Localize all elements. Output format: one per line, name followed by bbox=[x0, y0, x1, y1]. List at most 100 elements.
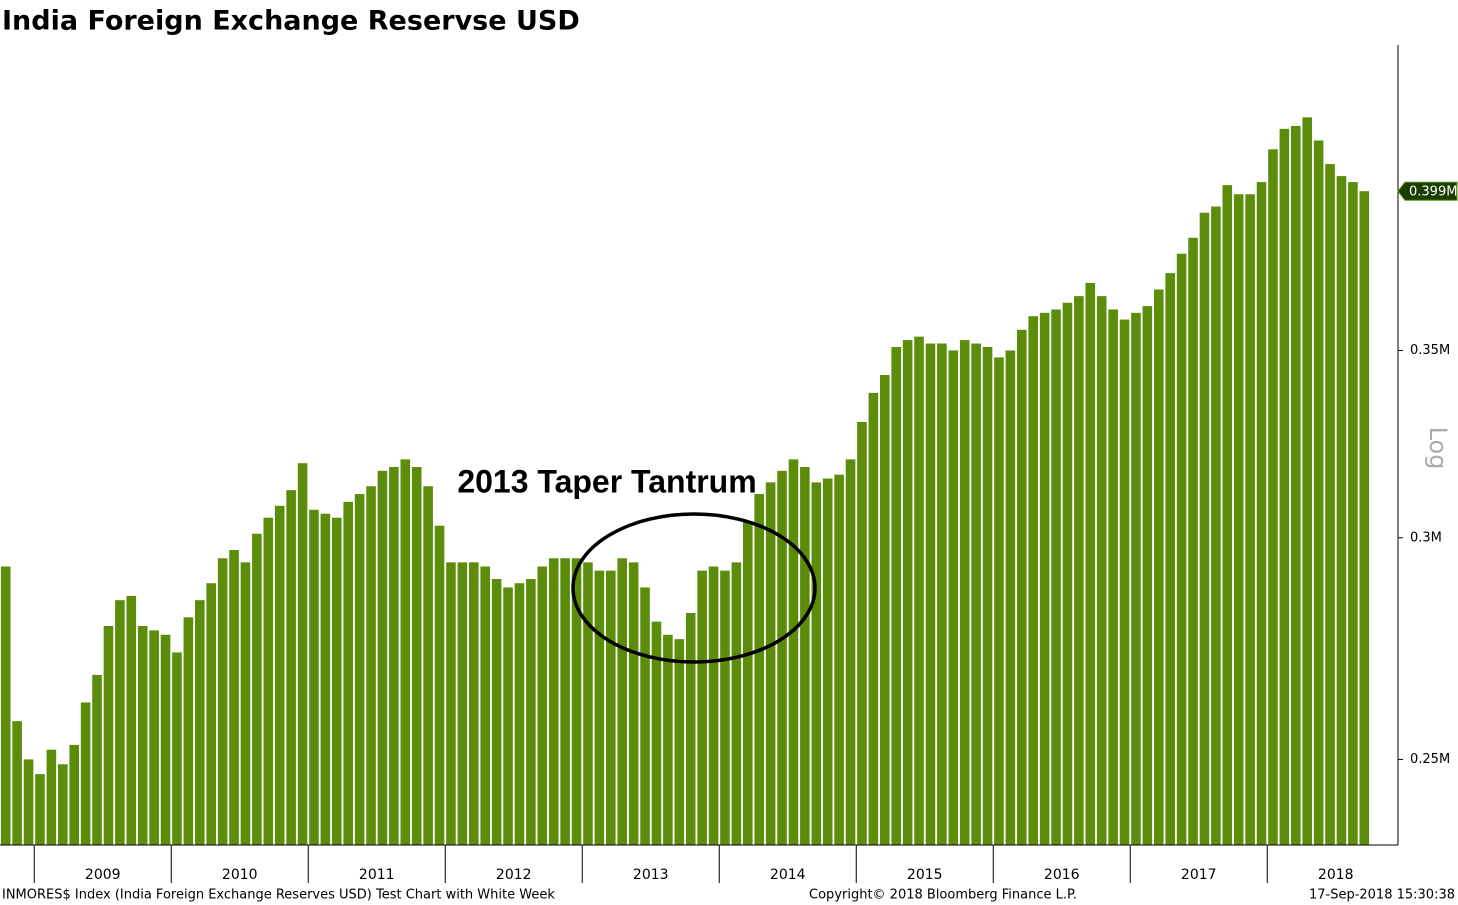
footer-left: INMORES$ Index (India Foreign Exchange R… bbox=[2, 888, 555, 903]
bar bbox=[994, 357, 1004, 845]
bar bbox=[434, 525, 445, 845]
bar bbox=[879, 375, 890, 845]
bar bbox=[571, 558, 582, 845]
x-tick-label: 2017 bbox=[1181, 867, 1217, 883]
bar bbox=[834, 474, 844, 845]
bar bbox=[423, 486, 433, 845]
bar bbox=[685, 613, 696, 845]
x-tick-label: 2014 bbox=[770, 867, 806, 883]
bar bbox=[23, 759, 34, 845]
bar bbox=[1233, 194, 1244, 845]
bar bbox=[1131, 312, 1141, 846]
bar bbox=[742, 521, 753, 845]
footer-right: 17-Sep-2018 15:30:38 bbox=[1309, 888, 1455, 903]
bar bbox=[229, 550, 239, 845]
bar bbox=[194, 600, 205, 845]
bar bbox=[126, 595, 137, 845]
bar bbox=[1188, 237, 1198, 845]
bar bbox=[982, 346, 993, 845]
bar bbox=[1016, 329, 1027, 845]
bar bbox=[971, 343, 981, 845]
x-tick-label: 2011 bbox=[359, 867, 395, 883]
bar bbox=[468, 562, 479, 845]
x-tick-label: 2010 bbox=[222, 867, 258, 883]
bar bbox=[1268, 149, 1278, 845]
bar bbox=[354, 494, 365, 845]
bar bbox=[800, 466, 810, 845]
bar bbox=[263, 517, 274, 845]
x-tick-label: 2016 bbox=[1044, 867, 1080, 883]
bar bbox=[1165, 273, 1176, 846]
bar bbox=[914, 336, 924, 845]
bar bbox=[103, 626, 114, 845]
bar bbox=[92, 674, 102, 845]
bar bbox=[594, 570, 605, 845]
y-tick-label: 0.25M bbox=[1410, 752, 1450, 767]
bar bbox=[217, 558, 228, 845]
bar bbox=[80, 702, 91, 845]
bar bbox=[400, 459, 411, 845]
bar bbox=[446, 562, 456, 845]
bar bbox=[663, 634, 673, 845]
bar bbox=[1348, 182, 1358, 845]
bar bbox=[1290, 125, 1301, 845]
bar bbox=[788, 459, 799, 845]
last-value-marker bbox=[1397, 181, 1458, 201]
bar bbox=[1302, 117, 1313, 846]
bar bbox=[560, 558, 570, 845]
bar bbox=[754, 494, 765, 845]
bar bbox=[389, 466, 399, 845]
bar bbox=[0, 566, 11, 845]
bar bbox=[343, 501, 354, 845]
bar bbox=[526, 579, 536, 845]
bar bbox=[366, 486, 376, 845]
bar bbox=[1245, 194, 1255, 845]
bar bbox=[537, 566, 548, 845]
bar bbox=[57, 764, 68, 845]
bar bbox=[891, 346, 902, 845]
bar bbox=[617, 558, 628, 845]
bar bbox=[697, 570, 707, 845]
bar bbox=[1051, 309, 1061, 845]
bar bbox=[1279, 128, 1290, 846]
bar bbox=[1062, 302, 1073, 845]
bar bbox=[411, 466, 422, 845]
bar bbox=[172, 652, 182, 845]
bar bbox=[35, 774, 45, 845]
bar bbox=[1336, 176, 1347, 845]
bar bbox=[1199, 212, 1210, 846]
bar bbox=[651, 621, 662, 845]
bar bbox=[548, 558, 559, 845]
bar bbox=[811, 482, 822, 845]
highlight-ellipse bbox=[571, 512, 817, 664]
bar bbox=[69, 744, 80, 845]
y-tick-label: 0.3M bbox=[1410, 530, 1442, 545]
bar bbox=[959, 340, 970, 845]
bar bbox=[628, 562, 639, 845]
bar bbox=[12, 721, 22, 845]
annotation: 2013 Taper Tantrum bbox=[457, 463, 756, 499]
bar bbox=[1313, 140, 1324, 846]
bar bbox=[309, 509, 319, 845]
bar bbox=[1005, 350, 1016, 845]
bar bbox=[1222, 185, 1233, 846]
chart-title: India Foreign Exchange Reservse USD bbox=[2, 6, 580, 37]
bar bbox=[674, 639, 685, 845]
bar bbox=[149, 630, 159, 845]
bar bbox=[491, 579, 502, 845]
bar bbox=[777, 470, 787, 845]
bar bbox=[948, 350, 959, 845]
x-tick-label: 2013 bbox=[633, 867, 669, 883]
bar bbox=[1325, 164, 1335, 845]
bar bbox=[720, 570, 730, 845]
footer-center: Copyright© 2018 Bloomberg Finance L.P. bbox=[809, 888, 1077, 903]
bar bbox=[137, 626, 148, 845]
bar bbox=[1176, 253, 1187, 846]
bar bbox=[480, 566, 491, 845]
bar bbox=[1039, 312, 1050, 846]
bar bbox=[1359, 191, 1370, 845]
bar bbox=[183, 617, 194, 845]
bar bbox=[708, 566, 719, 845]
